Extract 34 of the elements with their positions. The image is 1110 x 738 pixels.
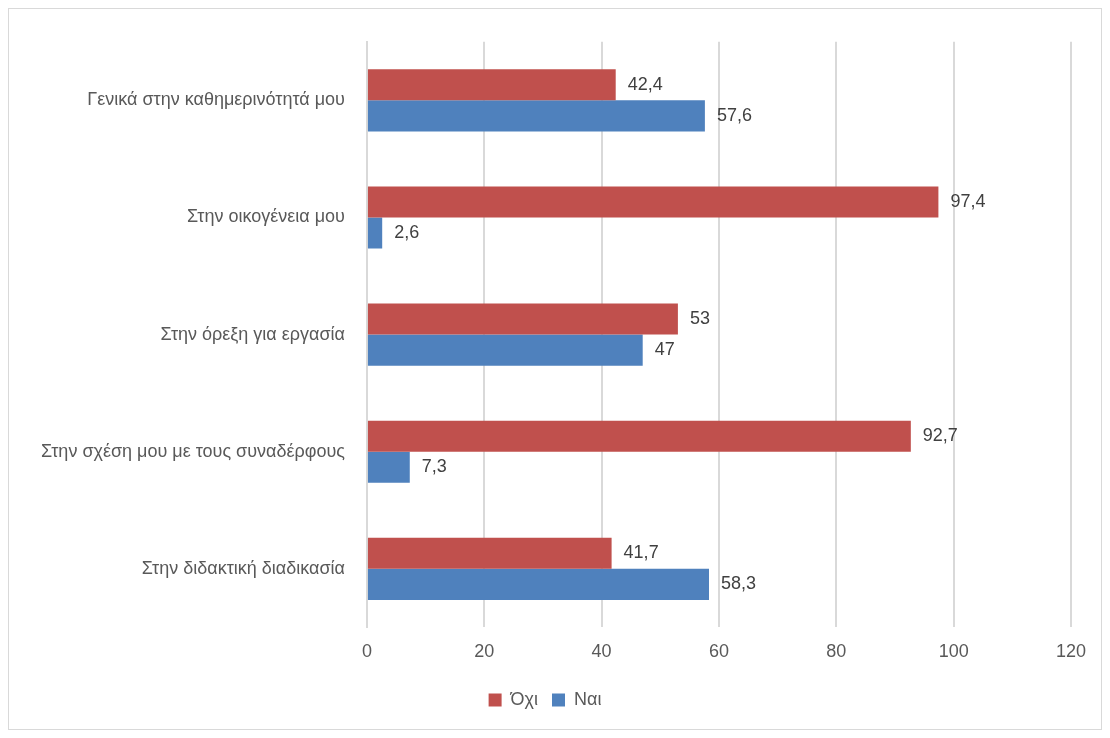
y-tick-label: Στην οικογένεια μου [187, 206, 345, 227]
data-label: 42,4 [627, 73, 663, 94]
x-tick-label: 0 [361, 641, 372, 662]
data-label: 57,6 [716, 104, 752, 125]
data-label: 92,7 [922, 425, 958, 446]
data-label: 2,6 [394, 221, 420, 242]
legend-label: Ναι [573, 688, 602, 709]
y-tick-label: Γενικά στην καθημερινότητά μου [87, 89, 345, 110]
bar [367, 186, 939, 218]
x-tick-label: 120 [1055, 641, 1087, 662]
y-tick-label: Στην όρεξη για εργασία [160, 323, 345, 344]
y-tick-label: Στην διδακτική διαδικασία [141, 557, 345, 578]
data-label: 97,4 [950, 190, 986, 211]
y-tick-label: Στην σχέση μου με τους συναδέρφους [40, 440, 346, 461]
bar [367, 334, 643, 366]
x-tick-label: 80 [826, 641, 847, 662]
data-label: 47 [654, 339, 675, 360]
x-tick-label: 20 [474, 641, 495, 662]
x-tick-label: 60 [708, 641, 729, 662]
bar [367, 537, 612, 569]
x-tick-label: 40 [591, 641, 612, 662]
data-label: 58,3 [721, 573, 757, 594]
data-label: 53 [689, 308, 710, 329]
bar [367, 420, 911, 452]
bar [367, 303, 678, 335]
bar [367, 568, 709, 600]
bar [367, 451, 410, 483]
bar [367, 217, 383, 249]
bar [367, 69, 616, 101]
bar [367, 100, 705, 132]
x-tick-label: 100 [938, 641, 969, 662]
data-label: 7,3 [421, 456, 447, 477]
data-label: 41,7 [623, 542, 659, 563]
legend-label: Όχι [509, 688, 538, 709]
